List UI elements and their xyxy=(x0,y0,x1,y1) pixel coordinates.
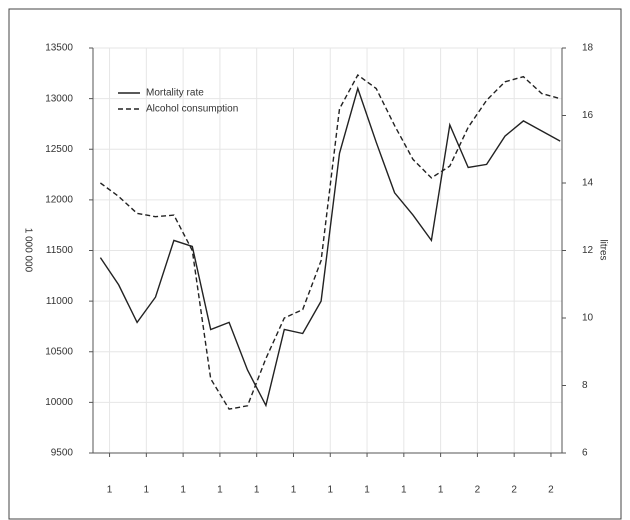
x-tick-label: 1 xyxy=(401,485,407,496)
frame xyxy=(8,8,622,520)
y-tick-label: 12000 xyxy=(45,195,73,206)
y2-tick-label: 18 xyxy=(582,43,594,54)
y-tick-label: 13000 xyxy=(45,93,73,104)
y2-tick-label: 12 xyxy=(582,245,594,256)
x-tick-label: 1 xyxy=(327,485,333,496)
y2-tick-label: 6 xyxy=(582,448,588,459)
x-tick-label: 1 xyxy=(144,485,150,496)
y2-tick-label: 16 xyxy=(582,110,594,121)
x-tick-label: 2 xyxy=(511,485,517,496)
y-tick-label: 13500 xyxy=(45,43,73,54)
x-tick-label: 1 xyxy=(364,485,370,496)
x-tick-label: 1 xyxy=(291,485,297,496)
x-tick-label: 2 xyxy=(548,485,554,496)
x-tick-label: 1 xyxy=(107,485,113,496)
legend-label: Mortality rate xyxy=(146,88,204,99)
y2-tick-label: 8 xyxy=(582,380,588,391)
y-tick-label: 10500 xyxy=(45,346,73,357)
x-tick-label: 2 xyxy=(475,485,481,496)
y2-axis-label: litres xyxy=(597,239,608,260)
x-tick-label: 1 xyxy=(217,485,223,496)
series-line xyxy=(99,86,561,408)
series-line xyxy=(99,73,561,410)
y-tick-label: 10000 xyxy=(45,397,73,408)
x-tick-label: 1 xyxy=(438,485,444,496)
y-tick-label: 12500 xyxy=(45,144,73,155)
x-tick-label: 1 xyxy=(180,485,186,496)
y-axis-label: 1 000 000 xyxy=(22,228,33,273)
y2-tick-label: 14 xyxy=(582,178,594,189)
y2-tick-label: 10 xyxy=(582,313,594,324)
y-tick-label: 11000 xyxy=(46,296,74,307)
y-tick-label: 11500 xyxy=(46,245,74,256)
legend-label: Alcohol consumption xyxy=(146,104,238,115)
y-tick-label: 9500 xyxy=(51,448,74,459)
x-tick-label: 1 xyxy=(254,485,260,496)
